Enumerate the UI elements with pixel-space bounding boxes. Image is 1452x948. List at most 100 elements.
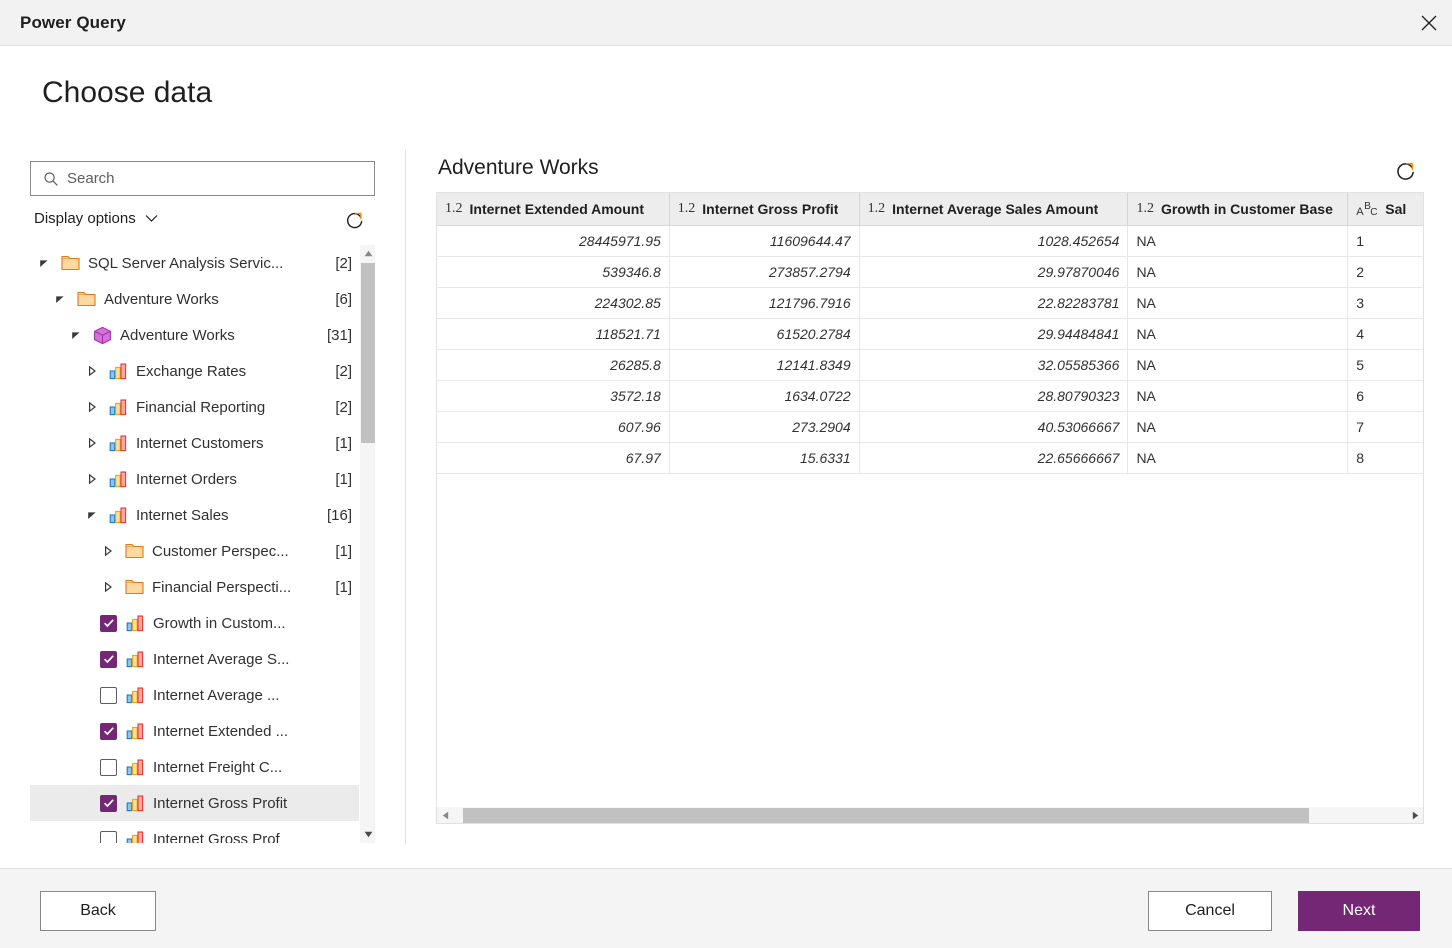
back-button[interactable]: Back	[40, 891, 156, 931]
table-cell: 12141.8349	[669, 349, 860, 381]
close-button[interactable]	[1406, 0, 1452, 46]
tree-item-checkbox[interactable]	[100, 686, 117, 704]
table-horizontal-scrollbar[interactable]	[437, 806, 1423, 823]
tree-item[interactable]: Internet Gross Profit	[30, 785, 360, 821]
tree-item[interactable]: Internet Gross Prof	[30, 821, 360, 843]
measure-icon	[108, 469, 128, 489]
table-row[interactable]: 224302.85 121796.7916 22.82283781 NA 3	[437, 287, 1423, 319]
scroll-right-button[interactable]	[1407, 807, 1423, 823]
tree-item-label: Growth in Custom...	[153, 614, 286, 632]
folder-icon	[60, 253, 80, 273]
preview-table-head: 1.2 Internet Extended Amount 1.2 Internet G…	[437, 193, 1423, 226]
tree-item[interactable]: Internet Sales [16]	[30, 497, 360, 533]
table-row[interactable]: 539346.8 273857.2794 29.97870046 NA 2	[437, 256, 1423, 288]
cancel-button[interactable]: Cancel	[1148, 891, 1272, 931]
tree-item-expander[interactable]	[100, 579, 116, 595]
tree-item-expander[interactable]	[36, 255, 52, 271]
tree-item[interactable]: Exchange Rates [2]	[30, 353, 360, 389]
tree-refresh-button[interactable]	[341, 207, 369, 235]
display-options-button[interactable]: Display options	[34, 210, 158, 227]
tree-item-label: Financial Reporting	[136, 398, 266, 416]
refresh-icon	[1397, 162, 1414, 180]
tree-item-label: Internet Customers	[136, 434, 264, 452]
cube-icon	[93, 326, 111, 344]
tree-item[interactable]: Adventure Works [31]	[30, 317, 360, 353]
table-cell: 28.80790323	[859, 380, 1129, 412]
scroll-up-button[interactable]	[360, 245, 376, 262]
tree-item[interactable]: Internet Extended ...	[30, 713, 360, 749]
search-input[interactable]	[67, 163, 347, 194]
tree-item[interactable]: SQL Server Analysis Servic... [2]	[30, 245, 360, 281]
folder-icon	[124, 579, 144, 595]
tree-item[interactable]: Internet Customers [1]	[30, 425, 360, 461]
tree-item-expander[interactable]	[68, 327, 84, 343]
tree-item-checkbox[interactable]	[100, 650, 117, 668]
tree-item[interactable]: Customer Perspec... [1]	[30, 533, 360, 569]
tree-item[interactable]: Internet Orders [1]	[30, 461, 360, 497]
tree-item-expander[interactable]	[84, 399, 100, 415]
tree-scrollbar-thumb[interactable]	[361, 263, 375, 443]
column-header[interactable]: 1.2 Internet Extended Amount	[437, 193, 670, 226]
tree-item-checkbox[interactable]	[100, 830, 117, 843]
tree-item-expander[interactable]	[100, 543, 116, 559]
tree-item-expander[interactable]	[84, 435, 100, 451]
expander-collapsed-icon	[89, 474, 96, 484]
table-cell: NA	[1127, 442, 1349, 474]
table-scrollbar-thumb[interactable]	[463, 808, 1309, 823]
preview-refresh-button[interactable]	[1392, 158, 1420, 186]
table-row[interactable]: 26285.8 12141.8349 32.05585366 NA 5	[437, 349, 1423, 381]
scroll-left-button[interactable]	[437, 807, 453, 823]
table-cell: 2	[1347, 256, 1423, 288]
measure-icon	[108, 397, 128, 417]
tree-item[interactable]: Financial Perspecti... [1]	[30, 569, 360, 605]
tree-item[interactable]: Adventure Works [6]	[30, 281, 360, 317]
measure-icon	[126, 650, 143, 667]
tree-item-label: Internet Freight C...	[153, 758, 283, 776]
tree-item-checkbox[interactable]	[100, 758, 117, 776]
window-titlebar: Power Query	[0, 0, 1452, 46]
column-header[interactable]: A B C Sal	[1347, 193, 1423, 226]
column-header[interactable]: 1.2 Internet Average Sales Amount	[859, 193, 1129, 226]
column-header[interactable]: 1.2 Internet Gross Profit	[669, 193, 860, 226]
measure-icon	[125, 757, 145, 777]
tree-item-checkbox[interactable]	[100, 722, 117, 740]
tree-item[interactable]: Internet Average ...	[30, 677, 360, 713]
search-box[interactable]	[30, 161, 375, 196]
tree-item[interactable]: Growth in Custom...	[30, 605, 360, 641]
preview-table-container: 1.2 Internet Extended Amount 1.2 Internet G…	[436, 192, 1424, 824]
tree-item-expander[interactable]	[84, 363, 100, 379]
tree-item-label: Internet Average S...	[153, 650, 290, 668]
table-row[interactable]: 67.97 15.6331 22.65666667 NA 8	[437, 442, 1423, 474]
table-cell: 273857.2794	[669, 256, 860, 288]
table-row[interactable]: 118521.71 61520.2784 29.94484841 NA 4	[437, 318, 1423, 350]
caret-right-icon	[1412, 811, 1418, 820]
tree-item-count: [6]	[335, 290, 352, 308]
table-row[interactable]: 607.96 273.2904 40.53066667 NA 7	[437, 411, 1423, 443]
table-row[interactable]: 3572.18 1634.0722 28.80790323 NA 6	[437, 380, 1423, 412]
measure-icon	[126, 830, 143, 843]
column-header[interactable]: 1.2 Growth in Customer Base	[1127, 193, 1349, 226]
tree-item-label: SQL Server Analysis Servic...	[88, 254, 284, 272]
tree-item[interactable]: Internet Freight C...	[30, 749, 360, 785]
table-cell: 7	[1347, 411, 1423, 443]
tree-item[interactable]: Financial Reporting [2]	[30, 389, 360, 425]
expander-expanded-icon	[72, 332, 80, 339]
tree-item-label: Internet Sales	[136, 506, 229, 524]
tree-item-count: [1]	[335, 542, 352, 560]
column-header-inner: 1.2 Internet Average Sales Amount	[868, 201, 1120, 217]
tree-item[interactable]: Internet Average S...	[30, 641, 360, 677]
table-cell: 273.2904	[669, 411, 860, 443]
tree-item-expander[interactable]	[84, 471, 100, 487]
tree-vertical-scrollbar[interactable]	[359, 245, 375, 843]
tree-item-label: Internet Gross Prof	[153, 830, 280, 844]
tree-item-checkbox[interactable]	[100, 614, 117, 632]
next-button[interactable]: Next	[1298, 891, 1420, 931]
table-row[interactable]: 28445971.95 11609644.47 1028.452654 NA 1	[437, 225, 1423, 257]
tree-item-count: [31]	[326, 326, 352, 344]
data-tree[interactable]: SQL Server Analysis Servic... [2] Adventur…	[30, 245, 375, 843]
tree-item-checkbox[interactable]	[100, 794, 117, 812]
tree-item-expander[interactable]	[52, 291, 68, 307]
scroll-down-button[interactable]	[360, 826, 376, 843]
tree-item-expander[interactable]	[84, 507, 100, 523]
